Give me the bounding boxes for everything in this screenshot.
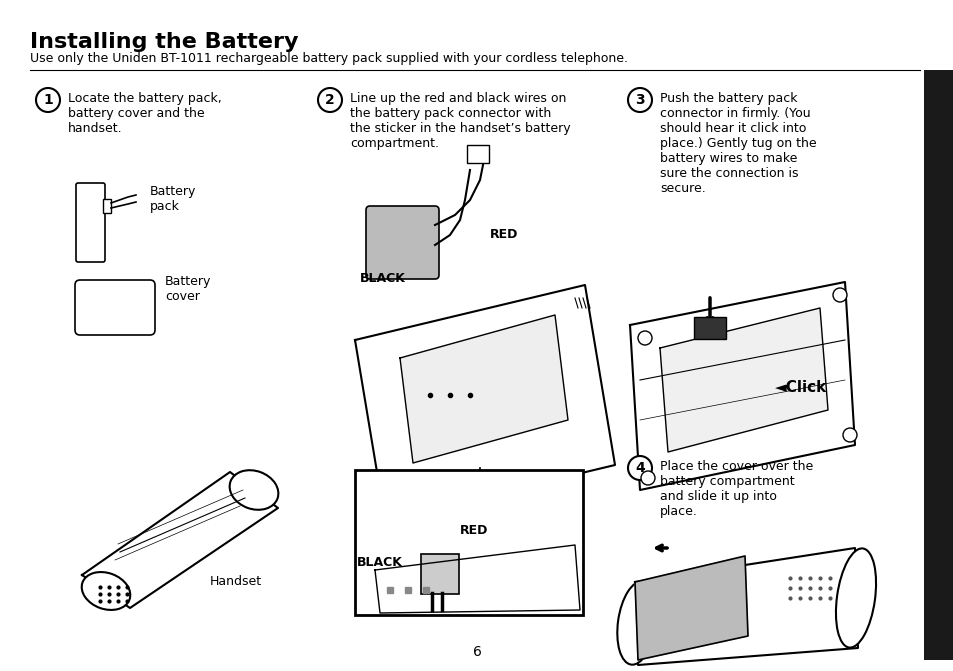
- FancyBboxPatch shape: [923, 70, 953, 660]
- Polygon shape: [659, 308, 827, 452]
- Text: Installing the Battery: Installing the Battery: [30, 32, 298, 52]
- Polygon shape: [399, 315, 567, 463]
- Ellipse shape: [617, 581, 656, 665]
- Ellipse shape: [230, 470, 278, 510]
- Ellipse shape: [835, 548, 875, 648]
- Circle shape: [638, 331, 651, 345]
- Text: Push the battery pack
connector in firmly. (You
should hear it click into
place.: Push the battery pack connector in firml…: [659, 92, 816, 195]
- FancyBboxPatch shape: [467, 145, 489, 163]
- FancyBboxPatch shape: [76, 183, 105, 262]
- Text: Place the cover over the
battery compartment
and slide it up into
place.: Place the cover over the battery compart…: [659, 460, 812, 518]
- Ellipse shape: [82, 572, 131, 610]
- Text: Locate the battery pack,
battery cover and the
handset.: Locate the battery pack, battery cover a…: [68, 92, 221, 135]
- Polygon shape: [375, 545, 579, 613]
- Text: Installing the Phone: Installing the Phone: [933, 277, 943, 403]
- Text: BLACK: BLACK: [356, 556, 402, 570]
- FancyBboxPatch shape: [693, 317, 725, 339]
- Polygon shape: [635, 556, 747, 660]
- Circle shape: [832, 288, 846, 302]
- Text: Handset: Handset: [210, 575, 262, 588]
- Circle shape: [627, 456, 651, 480]
- Text: ◄Click: ◄Click: [774, 380, 826, 395]
- Circle shape: [317, 88, 341, 112]
- Text: 2: 2: [325, 93, 335, 107]
- Polygon shape: [82, 472, 277, 608]
- Text: RED: RED: [490, 229, 517, 242]
- Text: Use only the Uniden BT-1011 rechargeable battery pack supplied with your cordles: Use only the Uniden BT-1011 rechargeable…: [30, 52, 627, 65]
- Text: 3: 3: [635, 93, 644, 107]
- Polygon shape: [629, 282, 854, 490]
- Circle shape: [627, 88, 651, 112]
- Text: 6: 6: [472, 645, 481, 659]
- FancyBboxPatch shape: [420, 554, 458, 594]
- FancyBboxPatch shape: [75, 280, 154, 335]
- FancyBboxPatch shape: [103, 199, 111, 213]
- Polygon shape: [635, 548, 857, 665]
- Text: Battery
pack: Battery pack: [150, 185, 196, 213]
- Circle shape: [842, 428, 856, 442]
- Text: 4: 4: [635, 461, 644, 475]
- Circle shape: [640, 471, 655, 485]
- Circle shape: [36, 88, 60, 112]
- Text: RED: RED: [459, 523, 488, 537]
- FancyBboxPatch shape: [366, 206, 438, 279]
- Text: Battery
cover: Battery cover: [165, 275, 212, 303]
- FancyBboxPatch shape: [357, 473, 579, 613]
- Polygon shape: [355, 285, 615, 520]
- Text: BLACK: BLACK: [359, 272, 405, 285]
- Text: 1: 1: [43, 93, 52, 107]
- Text: Line up the red and black wires on
the battery pack connector with
the sticker i: Line up the red and black wires on the b…: [350, 92, 570, 150]
- FancyBboxPatch shape: [355, 470, 582, 615]
